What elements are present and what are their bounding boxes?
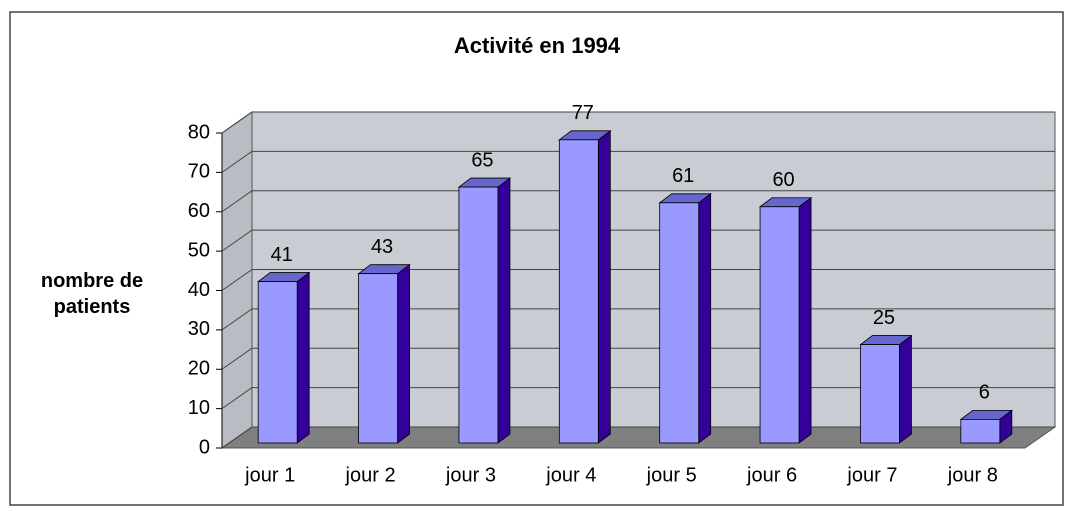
data-label: 61 [672,165,694,187]
bar [860,344,900,444]
x-tick-label: jour 4 [545,464,596,486]
floor [220,426,1057,449]
bar [759,206,800,444]
y-tick-label: 0 [199,436,210,458]
grid-line [221,150,1055,173]
x-tick-label: jour 3 [445,464,496,486]
y-tick-label: 50 [188,239,210,261]
bar [960,418,1001,444]
y-tick-label: 70 [188,161,210,183]
y-tick-label: 60 [188,200,210,222]
chart-title: Activité en 1994 [454,33,621,58]
bar-side [798,196,812,444]
x-tick-label: jour 8 [947,464,998,486]
x-tick-label: jour 1 [244,464,295,486]
x-tick-label: jour 6 [746,464,797,486]
data-label: 65 [471,149,493,171]
bar [558,139,599,444]
bar [358,273,398,444]
bar-side [397,263,410,444]
y-axis-label: nombre de patients [40,270,144,318]
y-tick-label: 20 [188,358,210,380]
y-tick-label: 30 [188,318,210,340]
data-label: 25 [873,307,895,329]
x-tick-label: jour 2 [345,464,396,486]
y-tick-label: 10 [188,397,210,419]
grid-line [221,111,1055,134]
data-label: 41 [271,244,293,266]
bar [257,281,298,444]
bar-side [597,130,611,444]
data-label: 43 [371,236,393,258]
y-tick-label: 40 [188,279,210,301]
data-label: 60 [772,169,794,191]
bar-side [497,177,511,444]
bar-side [698,193,712,444]
bar [659,202,700,444]
bar-side [296,271,310,444]
y-tick-label: 80 [188,121,210,143]
data-label: 6 [979,382,990,404]
bar [458,186,499,444]
x-tick-label: jour 5 [646,464,697,486]
data-label: 77 [572,102,594,124]
grid-line [221,190,1055,213]
x-tick-label: jour 7 [846,464,897,486]
bar-side [899,334,912,444]
